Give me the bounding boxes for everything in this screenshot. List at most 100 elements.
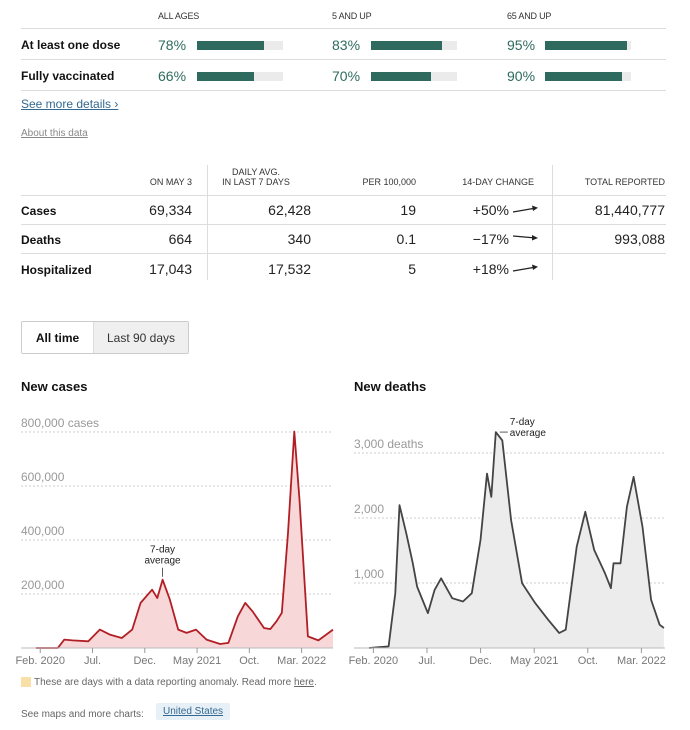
y-tick-label: 3,000 deaths	[354, 437, 423, 451]
pct-value: 95%	[507, 37, 536, 53]
divider	[552, 165, 553, 280]
col-header-all-ages: ALL AGES	[158, 11, 200, 21]
change-value: +50%	[472, 202, 509, 218]
progress-bar	[371, 72, 457, 81]
on-day-value: 664	[168, 231, 192, 247]
divider	[21, 28, 666, 29]
progress-bar	[545, 72, 631, 81]
x-tick-label: Jul.	[84, 655, 101, 667]
per-100k-value: 19	[400, 202, 416, 218]
deaths-line	[368, 431, 665, 649]
per-100k-value: 0.1	[396, 231, 416, 247]
stats-row-label: Cases	[21, 204, 57, 218]
stats-row-label: Hospitalized	[21, 263, 92, 277]
see-more-details-link[interactable]: See more details ›	[21, 97, 119, 111]
divider	[207, 165, 208, 280]
anomaly-note: These are days with a data reporting ano…	[34, 677, 317, 688]
header-line: DAILY AVG.	[231, 167, 281, 177]
change-value: −17%	[472, 231, 509, 247]
change-value: +18%	[472, 261, 509, 277]
annotation-7-day-average: average	[510, 428, 547, 439]
per-100k-value: 5	[408, 261, 416, 277]
trend-down-arrow-icon	[512, 235, 538, 241]
total-reported-value: 81,440,777	[594, 202, 665, 218]
y-tick-label: 800,000 cases	[21, 416, 99, 430]
progress-fill	[197, 72, 254, 81]
on-day-value: 17,043	[149, 261, 192, 277]
x-tick-label: Oct.	[239, 655, 259, 667]
x-tick-label: Dec.	[469, 655, 492, 667]
y-tick-label: 400,000	[21, 524, 65, 538]
daily-avg-value: 340	[287, 231, 311, 247]
time-range-toggle: All time Last 90 days	[21, 321, 189, 354]
col-header-5-and-up: 5 AND UP	[332, 11, 372, 21]
total-reported-value: 993,088	[614, 231, 665, 247]
trend-up-arrow-icon	[512, 264, 538, 272]
divider	[21, 195, 666, 196]
progress-bar	[545, 41, 631, 50]
annotation-7-day-average: average	[144, 556, 181, 567]
x-tick-label: Feb. 2020	[15, 655, 65, 667]
pct-value: 78%	[158, 37, 187, 53]
x-tick-label: Mar. 2022	[277, 655, 326, 667]
x-tick-label: May 2021	[173, 655, 221, 667]
progress-fill	[197, 41, 265, 50]
x-tick-label: Mar. 2022	[617, 655, 666, 667]
united-states-link[interactable]: United States	[156, 703, 231, 720]
x-tick-label: Dec.	[133, 655, 156, 667]
divider	[21, 253, 666, 254]
divider	[21, 90, 666, 91]
x-tick-label: Oct.	[578, 655, 598, 667]
col-header-14-day-change: 14-DAY CHANGE	[462, 177, 534, 187]
progress-fill	[371, 41, 443, 50]
col-header-daily-avg: DAILY AVG. IN LAST 7 DAYS	[201, 167, 311, 187]
header-line: IN LAST 7 DAYS	[222, 177, 290, 187]
toggle-all-time[interactable]: All time	[22, 322, 94, 353]
progress-fill	[545, 72, 623, 81]
trend-up-arrow-icon	[512, 205, 538, 213]
about-this-data-link[interactable]: About this data	[21, 128, 88, 139]
anomaly-legend-swatch	[21, 677, 31, 687]
divider	[21, 59, 666, 60]
progress-bar	[197, 72, 283, 81]
toggle-last-90-days[interactable]: Last 90 days	[94, 322, 188, 353]
deaths-area	[368, 432, 664, 648]
cases-area	[35, 431, 334, 648]
pct-value: 90%	[507, 68, 536, 84]
x-tick-label: Jul.	[418, 655, 435, 667]
stats-row-label: Deaths	[21, 233, 62, 247]
progress-fill	[371, 72, 432, 81]
col-header-65-and-up: 65 AND UP	[507, 11, 552, 21]
row-label-fully-vaccinated: Fully vaccinated	[21, 69, 115, 83]
anomaly-note-end: .	[313, 677, 317, 688]
x-tick-label: Feb. 2020	[349, 655, 399, 667]
annotation-7-day-average: 7-day	[510, 417, 535, 428]
annotation-7-day-average: 7-day	[150, 545, 175, 556]
anomaly-read-more-link[interactable]: here	[293, 677, 314, 688]
y-tick-label: 2,000	[354, 502, 384, 516]
progress-fill	[545, 41, 627, 50]
col-header-per-100k: PER 100,000	[362, 177, 416, 187]
on-day-value: 69,334	[149, 202, 192, 218]
y-tick-label: 200,000	[21, 578, 65, 592]
col-header-on-day: ON MAY 3	[149, 177, 192, 187]
col-header-total-reported: TOTAL REPORTED	[584, 177, 665, 187]
maps-label: See maps and more charts:	[21, 709, 144, 720]
pct-value: 83%	[332, 37, 361, 53]
divider	[21, 224, 666, 225]
pct-value: 70%	[332, 68, 361, 84]
progress-bar	[371, 41, 457, 50]
progress-bar	[197, 41, 283, 50]
cases-line	[35, 430, 334, 649]
x-tick-label: May 2021	[510, 655, 558, 667]
y-tick-label: 600,000	[21, 470, 65, 484]
pct-value: 66%	[158, 68, 187, 84]
chart-title-new-cases: New cases	[21, 379, 88, 394]
chart-title-new-deaths: New deaths	[354, 379, 427, 394]
row-label-one-dose: At least one dose	[21, 38, 121, 52]
daily-avg-value: 62,428	[268, 202, 311, 218]
anomaly-note-text: These are days with a data reporting ano…	[34, 677, 294, 688]
daily-avg-value: 17,532	[268, 261, 311, 277]
y-tick-label: 1,000	[354, 567, 384, 581]
